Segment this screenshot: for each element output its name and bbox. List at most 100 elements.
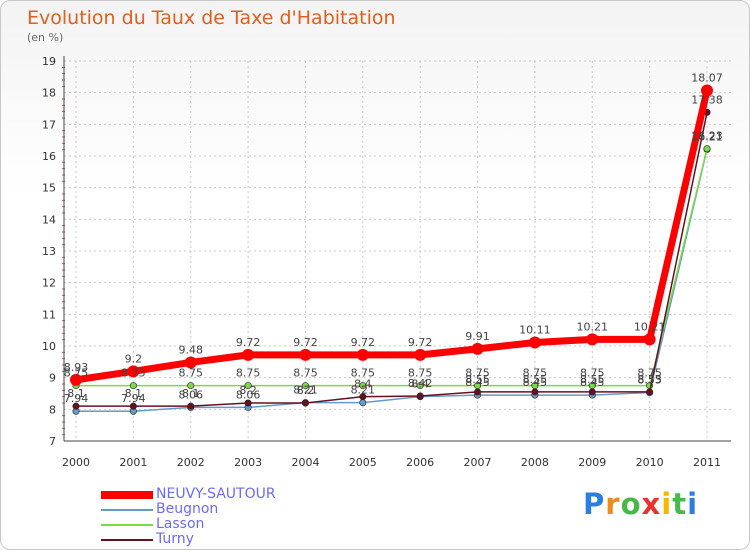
series-point-0	[70, 373, 82, 386]
data-label-2: 8.75	[465, 367, 490, 380]
x-tick-label: 2003	[234, 456, 262, 469]
data-label-1: 7.94	[64, 392, 89, 405]
data-label-3: 8.42	[408, 377, 433, 390]
data-label-0: 9.72	[236, 336, 261, 349]
data-label-3: 8.4	[354, 378, 372, 391]
series-point-2	[244, 382, 252, 390]
data-label-3: 8.55	[465, 373, 490, 386]
data-label-2: 8.75	[293, 367, 318, 380]
logo-letter: i	[661, 487, 673, 521]
data-label-1: 8.06	[236, 388, 261, 401]
series-point-1	[359, 399, 367, 407]
legend-swatch-neuvy	[101, 490, 153, 499]
data-label-2: 8.75	[178, 367, 203, 380]
data-label-2: 8.75	[523, 367, 548, 380]
data-label-0: 9.72	[408, 336, 433, 349]
legend-item-beugnon: Beugnon	[101, 502, 276, 517]
logo-letter: i	[687, 487, 699, 521]
legend-swatch-beugnon	[101, 508, 153, 511]
data-label-0: 9.2	[125, 352, 143, 365]
series-point-0	[414, 348, 427, 361]
series-point-3	[359, 393, 367, 401]
data-label-1: 8.53	[637, 374, 662, 387]
logo-letter: P	[583, 487, 606, 521]
data-label-2: 8.75	[580, 367, 605, 380]
series-point-0	[586, 333, 599, 346]
x-tick-label: 2000	[62, 456, 90, 469]
series-point-2	[703, 145, 711, 153]
data-label-2: 8.75	[121, 367, 146, 380]
series-point-0	[356, 348, 369, 361]
data-label-3: 8.55	[637, 373, 662, 386]
x-tick-label: 2008	[521, 456, 549, 469]
y-tick-label: 18	[42, 87, 56, 100]
legend-label-lasson: Lasson	[156, 516, 205, 532]
data-label-3: 8.55	[523, 373, 548, 386]
y-tick-label: 11	[42, 308, 56, 321]
data-label-3: 8.1	[182, 387, 200, 400]
data-label-3: 17.38	[691, 93, 723, 106]
data-label-2: 8.75	[408, 367, 433, 380]
data-label-0: 9.48	[178, 343, 203, 356]
data-label-1: 7.94	[121, 392, 146, 405]
series-point-0	[242, 348, 255, 361]
logo-letter: t	[672, 487, 688, 521]
data-label-0: 9.72	[351, 336, 376, 349]
legend-item-turny: Turny	[101, 532, 276, 547]
legend-item-neuvy: NEUVY-SAUTOUR	[101, 487, 276, 502]
data-label-0: 8.93	[64, 361, 89, 374]
series-point-3	[301, 399, 309, 407]
y-tick-label: 15	[42, 182, 56, 195]
legend-label-neuvy: NEUVY-SAUTOUR	[156, 486, 276, 502]
data-label-1: 16.21	[691, 130, 723, 143]
y-tick-label: 7	[49, 435, 56, 448]
series-point-2	[187, 382, 195, 390]
series-line-3	[76, 112, 708, 407]
series-point-0	[299, 348, 312, 361]
data-label-1: 8.21	[293, 384, 318, 397]
legend-label-turny: Turny	[156, 531, 194, 547]
x-tick-label: 2002	[177, 456, 205, 469]
y-tick-label: 14	[42, 213, 56, 226]
series-point-2	[301, 382, 309, 390]
series-point-3	[416, 392, 424, 400]
series-point-2	[129, 382, 137, 390]
data-label-2: 8.75	[637, 367, 662, 380]
data-label-2: 8.75	[236, 367, 261, 380]
y-tick-label: 19	[42, 55, 56, 68]
series-point-3	[72, 402, 80, 410]
series-line-2	[76, 148, 708, 387]
y-tick-label: 13	[42, 245, 56, 258]
data-label-1: 8.45	[523, 376, 548, 389]
data-label-1: 8.4	[411, 378, 429, 391]
series-point-2	[416, 382, 424, 390]
legend: NEUVY-SAUTOUR Beugnon Lasson Turny	[101, 487, 276, 547]
data-label-2: 8.75	[64, 367, 89, 380]
logo-letter: o	[620, 487, 642, 521]
data-label-3: 8.1	[67, 387, 85, 400]
proxiti-logo: Proxiti	[583, 487, 698, 521]
y-tick-label: 16	[42, 150, 56, 163]
data-label-1: 8.45	[465, 376, 490, 389]
series-point-0	[471, 342, 484, 355]
x-tick-label: 2001	[119, 456, 147, 469]
series-point-3	[474, 388, 482, 396]
logo-letter: x	[641, 487, 662, 521]
data-label-0: 10.21	[634, 320, 666, 333]
series-point-3	[244, 399, 252, 407]
series-point-0	[528, 336, 541, 349]
data-label-0: 18.07	[691, 71, 723, 84]
data-label-0: 9.72	[293, 336, 318, 349]
series-point-3	[187, 402, 195, 410]
series-point-0	[184, 356, 197, 369]
data-label-1: 8.45	[580, 376, 605, 389]
data-label-0: 9.91	[465, 330, 490, 343]
series-point-3	[129, 402, 137, 410]
series-point-3	[531, 388, 539, 396]
data-label-1: 8.21	[351, 384, 376, 397]
series-point-0	[643, 333, 656, 346]
logo-letter: r	[605, 487, 621, 521]
series-point-0	[701, 84, 713, 97]
